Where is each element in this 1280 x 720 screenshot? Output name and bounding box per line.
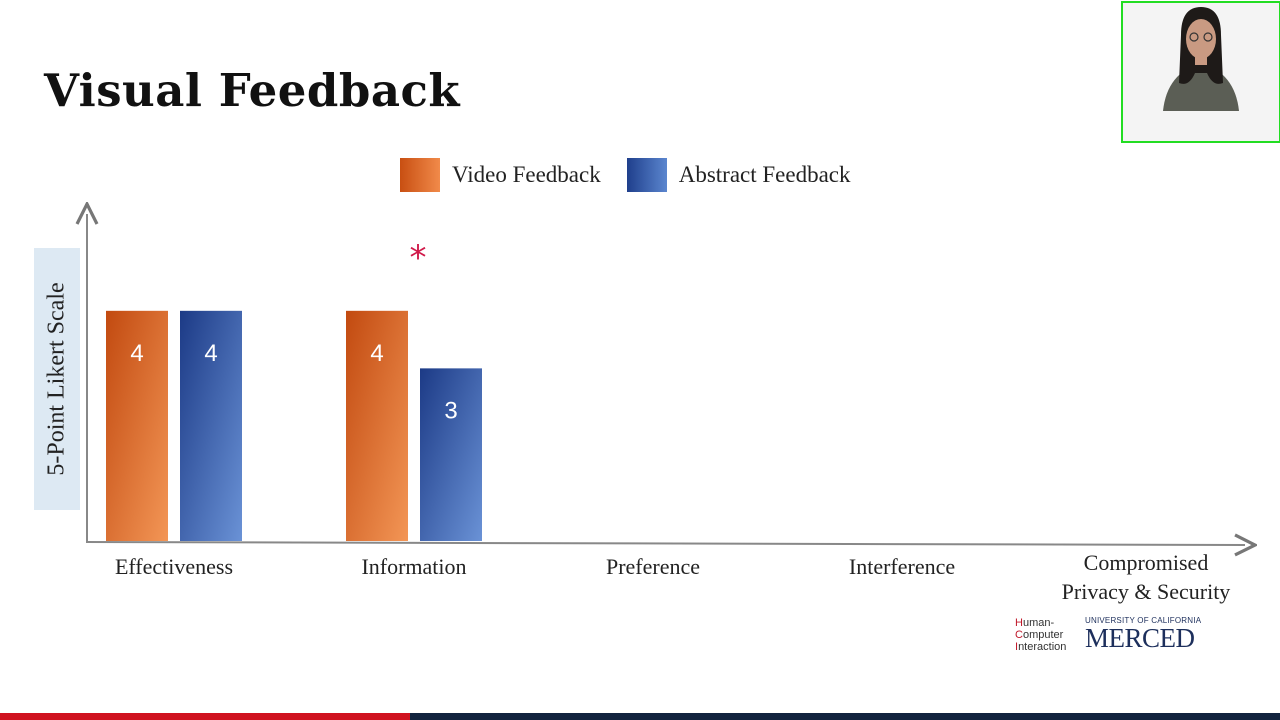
bar-video-feedback-effectiveness (106, 310, 168, 541)
y-axis-label-background (34, 248, 80, 510)
chart-legend: Video Feedback Abstract Feedback (400, 158, 877, 192)
legend-item-abstract: Abstract Feedback (626, 158, 851, 192)
uc-line: UNIVERSITY OF CALIFORNIA (1085, 616, 1202, 625)
legend-swatch-video (400, 158, 440, 192)
x-tick-label-preference: Preference (606, 554, 700, 579)
merced-wordmark: MERCED (1085, 623, 1195, 653)
bar-abstract-feedback-information (420, 368, 482, 541)
hci-logo: Human- Computer Interaction (1015, 617, 1067, 653)
x-tick-label-interference: Interference (849, 554, 955, 579)
legend-swatch-abstract (626, 158, 667, 192)
video-progress-fill (0, 713, 410, 720)
bar-value-label: 4 (204, 340, 217, 367)
video-progress-bar[interactable] (0, 713, 1280, 720)
bar-value-label: 4 (130, 340, 143, 367)
x-tick-label-information: Information (361, 554, 466, 579)
slide-title: Visual Feedback (44, 64, 461, 117)
bar-video-feedback-information (346, 310, 408, 541)
significance-marker: * (410, 238, 427, 278)
bar-value-label: 4 (370, 340, 383, 367)
presenter-avatar-icon (1123, 3, 1279, 141)
legend-item-video: Video Feedback (400, 158, 601, 192)
x-axis (85, 542, 1245, 545)
legend-label-video: Video Feedback (452, 162, 601, 187)
uc-merced-logo: UNIVERSITY OF CALIFORNIA MERCED (1085, 616, 1202, 653)
x-tick-label-compromised-privacy-security: Compromised Privacy & Security (1062, 550, 1231, 604)
x-tick-label-effectiveness: Effectiveness (115, 554, 233, 579)
bar-abstract-feedback-effectiveness (180, 310, 242, 541)
legend-label-abstract: Abstract Feedback (678, 162, 851, 187)
presenter-webcam (1121, 1, 1280, 143)
bar-value-label: 3 (444, 397, 457, 424)
